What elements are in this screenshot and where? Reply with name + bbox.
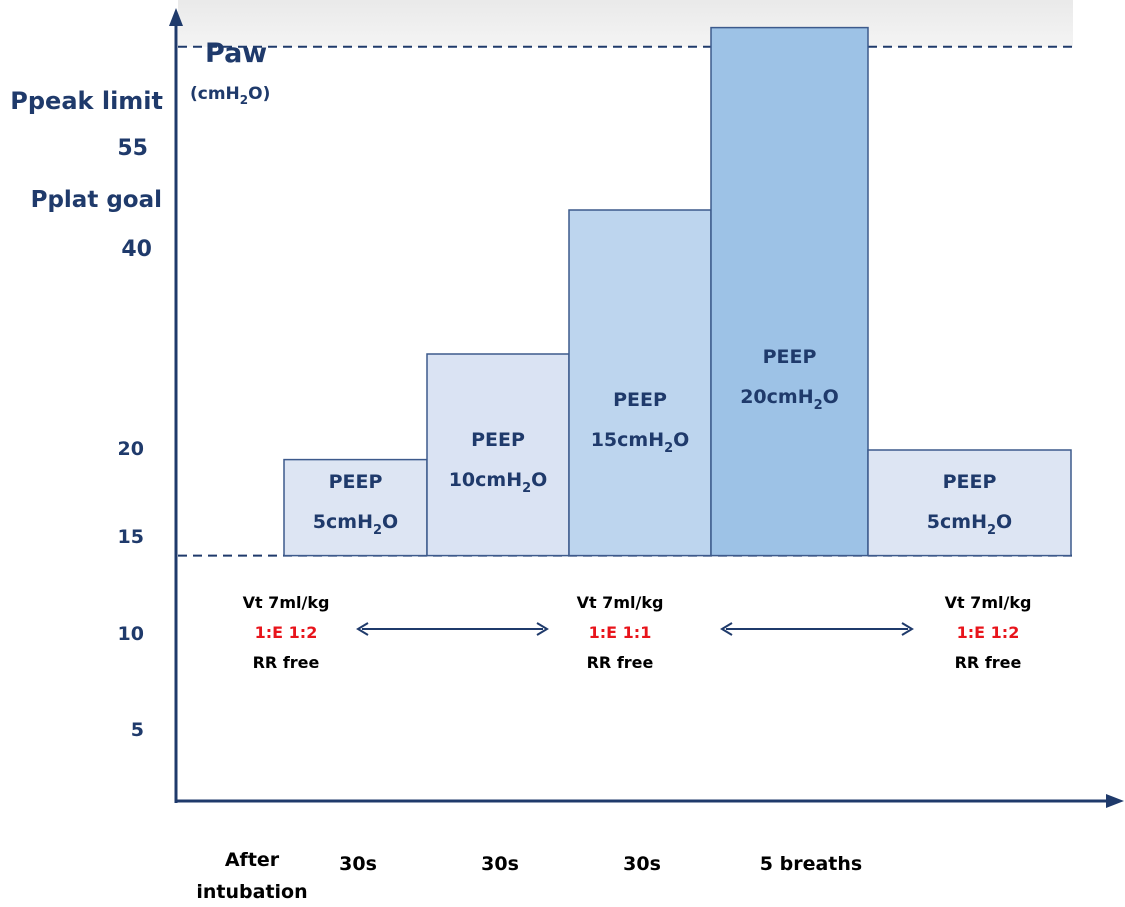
- y-axis-unit: (cmH2O): [190, 84, 270, 107]
- tidal-volume-label: Vt 7ml/kg: [243, 593, 330, 612]
- peep-step-1: PEEP 5cmH2O: [283, 458, 428, 557]
- settings-block-2: Vt 7ml/kg 1:E 1:1 RR free: [577, 593, 664, 672]
- x-label: 30s: [623, 853, 661, 875]
- bar-label-peep: PEEP: [763, 346, 817, 368]
- bar-label-value: 5cmH2O: [927, 511, 1012, 538]
- bar: [710, 26, 869, 557]
- y-axis-labels: Ppeak limit 55 Pplat goal 40 20 15 10 5: [10, 87, 163, 741]
- settings-block-1: Vt 7ml/kg 1:E 1:2 RR free: [243, 593, 330, 672]
- y-label: Ppeak limit: [10, 87, 163, 115]
- peep-step-4: PEEP 20cmH2O: [710, 26, 869, 557]
- y-label: 10: [118, 623, 144, 645]
- bar: [568, 209, 712, 557]
- transition-arrows: [356, 622, 914, 636]
- y-axis-title: Paw: [205, 38, 267, 69]
- double-arrow-icon: [720, 622, 914, 636]
- tidal-volume-label: Vt 7ml/kg: [945, 593, 1032, 612]
- rr-label: RR free: [955, 653, 1022, 672]
- ie-ratio-label: 1:E 1:2: [255, 623, 318, 642]
- x-label: 5 breaths: [760, 853, 862, 875]
- y-label: Pplat goal: [31, 187, 162, 213]
- axes: [169, 8, 1124, 808]
- bar-label-value: 15cmH2O: [591, 429, 690, 456]
- peep-step-3: PEEP 15cmH2O: [568, 209, 712, 557]
- x-axis-labels: After intubation 30s 30s 30s 5 breaths: [196, 849, 862, 903]
- bar: [426, 353, 570, 557]
- x-label-after: After: [225, 849, 280, 871]
- x-label-intubation: intubation: [196, 881, 307, 903]
- y-label: 40: [121, 237, 152, 262]
- rr-label: RR free: [587, 653, 654, 672]
- y-label: 55: [117, 136, 148, 161]
- target-pressure-band: [178, 0, 1073, 47]
- bar: [867, 449, 1072, 557]
- peep-step-bars: PEEP 5cmH2O PEEP 10cmH2O PEEP 15cmH2O PEEP 20cm…: [283, 26, 1072, 557]
- x-label: 30s: [481, 853, 519, 875]
- bar-label-value: 5cmH2O: [313, 511, 398, 538]
- y-label: 20: [118, 438, 144, 460]
- bar-label-peep: PEEP: [329, 471, 383, 493]
- ie-ratio-label: 1:E 1:1: [589, 623, 652, 642]
- y-axis-arrow: [169, 8, 183, 26]
- bar-label-peep: PEEP: [943, 471, 997, 493]
- tidal-volume-label: Vt 7ml/kg: [577, 593, 664, 612]
- peep-step-5: PEEP 5cmH2O: [867, 449, 1072, 557]
- bar-label-value: 20cmH2O: [740, 386, 839, 413]
- bar: [283, 458, 428, 557]
- settings-block-3: Vt 7ml/kg 1:E 1:2 RR free: [945, 593, 1032, 672]
- peep-step-2: PEEP 10cmH2O: [426, 353, 570, 557]
- bar-label-peep: PEEP: [471, 429, 525, 451]
- ventilator-settings: Vt 7ml/kg 1:E 1:2 RR free Vt 7ml/kg 1:E 1:1 R…: [243, 593, 1032, 672]
- double-arrow-icon: [356, 622, 549, 636]
- bar-label-peep: PEEP: [613, 389, 667, 411]
- y-label: 5: [131, 719, 144, 741]
- bar-label-value: 10cmH2O: [449, 469, 548, 496]
- rr-label: RR free: [253, 653, 320, 672]
- y-label: 15: [118, 526, 144, 548]
- x-axis-arrow: [1106, 794, 1124, 808]
- x-label: 30s: [339, 853, 377, 875]
- ie-ratio-label: 1:E 1:2: [957, 623, 1020, 642]
